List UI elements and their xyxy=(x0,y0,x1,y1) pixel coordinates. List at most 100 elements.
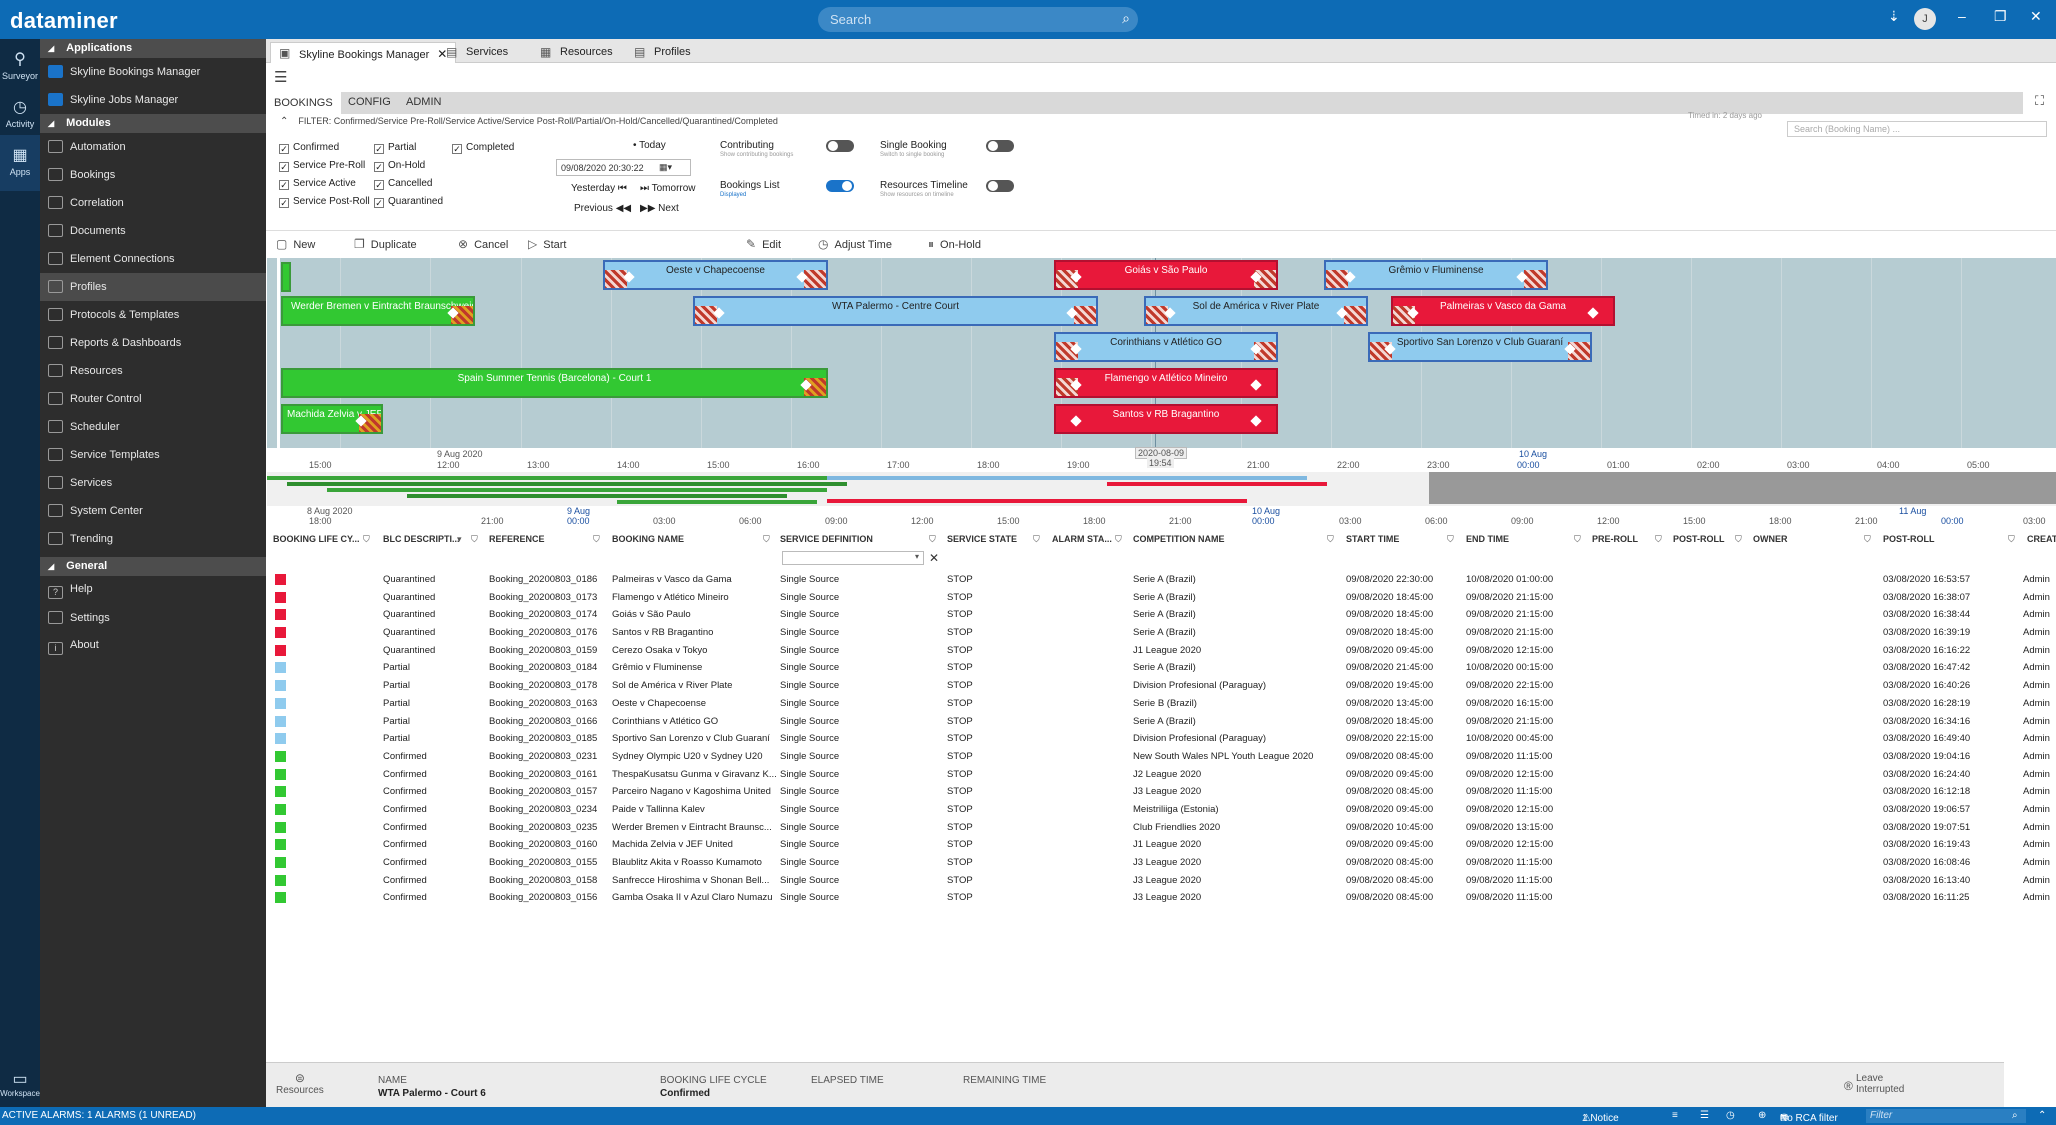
checkbox-service-active[interactable]: ✓ Service Active xyxy=(279,178,356,190)
nav-item-trending[interactable]: Trending xyxy=(40,525,266,553)
filter-icon[interactable]: ⛉ xyxy=(1655,534,1662,544)
table-row[interactable]: Partial Booking_20200803_0184 Grêmio v Flu… xyxy=(267,659,2056,677)
col-competition-name[interactable]: COMPETITION NAME xyxy=(1133,534,1225,544)
search-icon[interactable]: ⌕ xyxy=(2012,1110,2018,1121)
chevron-up-icon[interactable]: ⌃ xyxy=(2038,1110,2047,1121)
previous-button[interactable]: Previous ◀◀ xyxy=(574,203,632,214)
sort-desc-icon[interactable]: ▾ xyxy=(457,534,462,544)
timeline-booking-bar[interactable]: Spain Summer Tennis (Barcelona) - Court … xyxy=(281,368,828,398)
col-created[interactable]: CREATI xyxy=(2027,534,2056,544)
target-icon[interactable]: ⊕ xyxy=(1758,1110,1767,1121)
table-row[interactable]: Confirmed Booking_20200803_0235 Werder Bre… xyxy=(267,819,2056,837)
checkbox-partial[interactable]: ✓ Partial xyxy=(374,142,417,154)
table-row[interactable]: Confirmed Booking_20200803_0161 ThespaKusa… xyxy=(267,766,2056,784)
nav-item-about[interactable]: i About xyxy=(40,632,266,660)
nav-item-reports-dashboards[interactable]: Reports & Dashboards xyxy=(40,329,266,357)
nav-item-settings[interactable]: Settings xyxy=(40,604,266,632)
nav-item-bookings[interactable]: Bookings xyxy=(40,161,266,189)
table-row[interactable]: Confirmed Booking_20200803_0160 Machida Ze… xyxy=(267,836,2056,854)
on-hold-button[interactable]: ⏸ On-Hold xyxy=(928,237,981,251)
table-row[interactable]: Partial Booking_20200803_0178 Sol de Améri… xyxy=(267,677,2056,695)
col-end-time[interactable]: END TIME xyxy=(1466,534,1510,544)
col-post-roll[interactable]: POST-ROLL xyxy=(1673,534,1725,544)
filter-icon[interactable]: ⛉ xyxy=(1327,534,1334,544)
col-post-roll-2[interactable]: POST-ROLL xyxy=(1883,534,1935,544)
timeline-booking-bar[interactable]: Machida Zelvia v JEF... xyxy=(281,404,383,434)
checkbox-on-hold[interactable]: ✓ On-Hold xyxy=(374,160,426,172)
col-booking-name[interactable]: BOOKING NAME xyxy=(612,534,684,544)
download-icon[interactable]: ⇣ xyxy=(1888,8,1900,24)
resources-timeline-toggle[interactable] xyxy=(986,180,1014,192)
cancel-button[interactable]: ⊗ Cancel xyxy=(458,237,509,251)
filter-icon[interactable]: ⛉ xyxy=(1574,534,1581,544)
col-reference[interactable]: REFERENCE xyxy=(489,534,545,544)
close-tab-icon[interactable]: ✕ xyxy=(437,47,448,61)
overview-viewport[interactable] xyxy=(1429,472,2056,504)
nav-section-general[interactable]: ◢ General xyxy=(40,557,266,576)
fullscreen-icon[interactable]: ⛶ xyxy=(2035,93,2045,108)
calendar-dropdown-icon[interactable]: ▦▾ xyxy=(659,162,673,172)
table-row[interactable]: Confirmed Booking_20200803_0234 Paide v Ta… xyxy=(267,801,2056,819)
table-row[interactable]: Quarantined Booking_20200803_0159 Cerezo O… xyxy=(267,642,2056,660)
rail-apps[interactable]: ▦ Apps xyxy=(0,135,40,191)
nav-item-skyline-bookings-manager[interactable]: Skyline Bookings Manager xyxy=(40,58,266,86)
table-row[interactable]: Confirmed Booking_20200803_0156 Gamba Osak… xyxy=(267,889,2056,907)
filter-icon[interactable]: ⛉ xyxy=(1735,534,1742,544)
subtab-bookings[interactable]: BOOKINGS xyxy=(266,92,341,114)
table-row[interactable]: Partial Booking_20200803_0163 Oeste v Chap… xyxy=(267,695,2056,713)
filter-icon[interactable]: ⛉ xyxy=(1115,534,1122,544)
rail-surveyor[interactable]: ⚲ Surveyor xyxy=(1,51,38,81)
search-icon[interactable]: ⌕ xyxy=(1122,10,1130,26)
filter-icon[interactable]: ⛉ xyxy=(1447,534,1454,544)
checkbox-completed[interactable]: ✓ Completed xyxy=(452,142,515,154)
nav-item-skyline-jobs-manager[interactable]: Skyline Jobs Manager xyxy=(40,86,266,114)
global-search-input[interactable]: Search ⌕ xyxy=(818,7,1138,32)
date-picker-input[interactable]: 09/08/2020 20:30:22 ▦▾ xyxy=(556,159,691,176)
timeline-booking-bar[interactable]: Corinthians v Atlético GO xyxy=(1054,332,1278,362)
filter-icon[interactable]: ⛉ xyxy=(929,534,936,544)
tab-services[interactable]: ▤ Services xyxy=(446,45,509,59)
checkbox-quarantined[interactable]: ✓ Quarantined xyxy=(374,196,444,208)
list-icon[interactable]: ≡ xyxy=(1672,1110,1678,1121)
nav-item-protocols-templates[interactable]: Protocols & Templates xyxy=(40,301,266,329)
clear-filter-icon[interactable]: ✕ xyxy=(929,551,940,565)
sort-icon[interactable]: ☰ xyxy=(1700,1110,1709,1121)
rail-activity[interactable]: ◷ Activity xyxy=(0,87,40,143)
filter-icon[interactable]: ⛉ xyxy=(593,534,600,544)
nav-item-services[interactable]: Services xyxy=(40,469,266,497)
col-start-time[interactable]: START TIME xyxy=(1346,534,1400,544)
next-button[interactable]: ▶▶ Next xyxy=(640,203,679,214)
timeline-booking-bar[interactable]: Santos v RB Bragantino xyxy=(1054,404,1278,434)
timeline-booking-bar[interactable]: Oeste v Chapecoense xyxy=(603,260,828,290)
checkbox-cancelled[interactable]: ✓ Cancelled xyxy=(374,178,433,190)
start-button[interactable]: ▷ Start xyxy=(528,237,567,251)
booking-timeline[interactable]: Oeste v Chapecoense Goiás v São Paulo Gr… xyxy=(267,258,2056,448)
timeline-overview[interactable] xyxy=(267,472,2056,506)
close-window-icon[interactable]: ✕ xyxy=(2030,8,2042,24)
user-avatar[interactable]: J xyxy=(1914,8,1936,30)
col-service-state[interactable]: SERVICE STATE xyxy=(947,534,1018,544)
bookings-list-toggle[interactable] xyxy=(826,180,854,192)
col-booking-life-cycle[interactable]: BOOKING LIFE CY... xyxy=(273,534,360,544)
col-blc-description[interactable]: BLC DESCRIPTI... xyxy=(383,534,460,544)
nav-item-element-connections[interactable]: Element Connections xyxy=(40,245,266,273)
nav-item-system-center[interactable]: System Center xyxy=(40,497,266,525)
table-row[interactable]: Confirmed Booking_20200803_0157 Parceiro N… xyxy=(267,783,2056,801)
nav-item-service-templates[interactable]: Service Templates xyxy=(40,441,266,469)
nav-section-applications[interactable]: ◢ Applications xyxy=(40,39,266,58)
timeline-booking-bar[interactable]: Sportivo San Lorenzo v Club Guaraní xyxy=(1368,332,1592,362)
timeline-booking-bar[interactable]: Palmeiras v Vasco da Gama xyxy=(1391,296,1615,326)
single-booking-toggle[interactable] xyxy=(986,140,1014,152)
minimize-icon[interactable]: – xyxy=(1958,8,1966,24)
resources-button[interactable]: ⊜ Resources xyxy=(276,1071,324,1096)
timeline-booking-bar[interactable]: Flamengo v Atlético Mineiro xyxy=(1054,368,1278,398)
new-button[interactable]: ▢ New xyxy=(276,237,316,251)
table-row[interactable]: Quarantined Booking_20200803_0186 Palmeira… xyxy=(267,571,2056,589)
duplicate-button[interactable]: ❐ Duplicate xyxy=(354,237,417,251)
filter-summary[interactable]: ⌃ FILTER: Confirmed/Service Pre-Roll/Serv… xyxy=(280,116,778,127)
subtab-config[interactable]: CONFIG xyxy=(348,96,391,108)
clock-icon[interactable]: ◷ xyxy=(1726,1110,1735,1121)
hamburger-menu-icon[interactable]: ☰ xyxy=(274,69,288,86)
filter-icon[interactable]: ⛉ xyxy=(2008,534,2015,544)
tab-profiles[interactable]: ▤ Profiles xyxy=(634,45,691,59)
